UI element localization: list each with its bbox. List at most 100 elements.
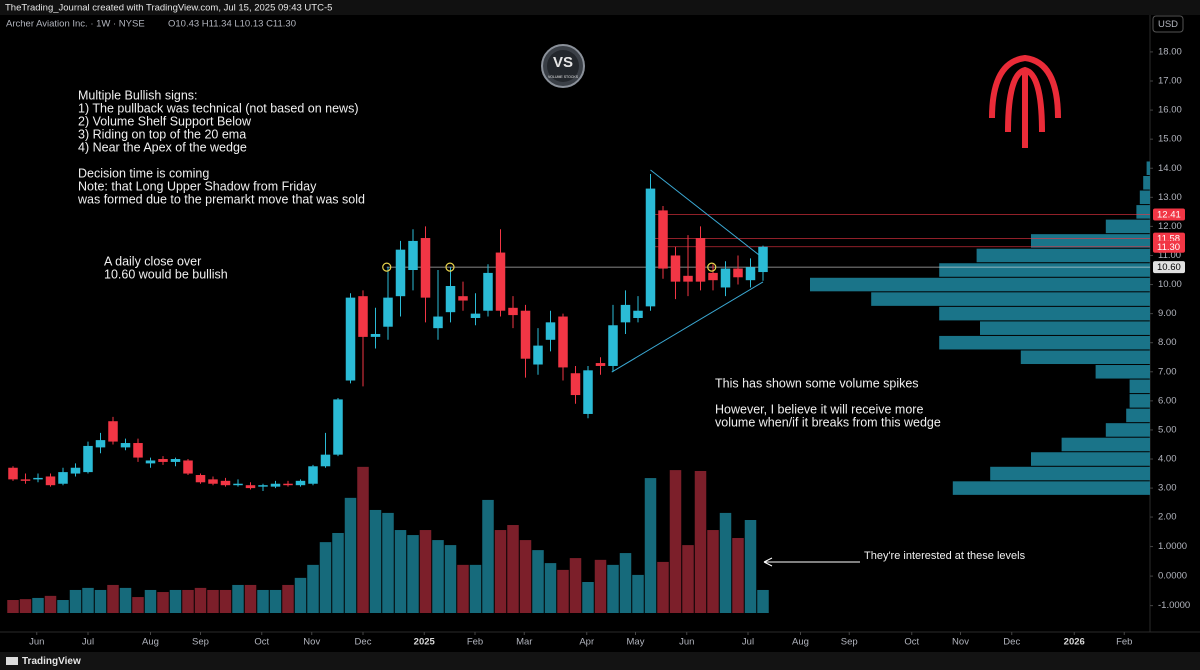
annotation: was formed due to the premarkt move that… xyxy=(77,192,365,206)
currency-box[interactable] xyxy=(1152,15,1184,33)
volume-bar xyxy=(419,530,432,613)
volume-bar xyxy=(332,532,344,613)
x-tick-label: Aug xyxy=(792,637,809,648)
y-tick-label: 10.00 xyxy=(1158,279,1182,290)
volume-profile-bar xyxy=(1105,219,1150,234)
level-marker xyxy=(445,262,455,272)
volume-profile-bar xyxy=(1129,394,1150,408)
volume-bar xyxy=(744,520,757,613)
x-tick-label: Jul xyxy=(742,637,754,648)
x-tick-label: Aug xyxy=(142,637,159,648)
volume-bar xyxy=(319,542,332,613)
volume-bar xyxy=(219,589,232,613)
volume-bar xyxy=(557,569,569,613)
candle-body xyxy=(708,272,718,281)
annotation: They're interested at these levels xyxy=(864,550,1026,562)
y-tick-label: 9.00 xyxy=(1158,308,1177,319)
y-tick-label: 11.00 xyxy=(1158,250,1181,261)
candle-body xyxy=(745,267,756,281)
logo-subtext: VOLUME STOCKS xyxy=(548,75,579,79)
volume-bar xyxy=(632,574,644,613)
y-tick-label: 3.00 xyxy=(1158,483,1177,494)
logo-text: VS xyxy=(553,54,573,71)
volume-profile-bar xyxy=(1031,452,1150,466)
candle-body xyxy=(520,310,531,359)
symbol-title: Archer Aviation Inc. · 1W · NYSE xyxy=(6,19,145,30)
wedge-line xyxy=(650,169,764,259)
volume-bar xyxy=(132,597,144,613)
annotations: Multiple Bullish signs: 1) The pullback … xyxy=(77,88,1026,567)
candle-body xyxy=(395,249,406,297)
candle-body xyxy=(158,459,168,462)
candle-body xyxy=(233,483,243,486)
volume-profile-bar xyxy=(1061,437,1150,452)
y-tick-label: 18.00 xyxy=(1158,46,1182,57)
candle-body xyxy=(658,210,668,269)
candle-body xyxy=(670,255,681,282)
y-tick-label: 8.00 xyxy=(1158,337,1177,348)
candle-body xyxy=(633,310,643,318)
candle-body xyxy=(695,238,706,282)
x-tick-label: May xyxy=(627,637,645,648)
volume-profile-bar xyxy=(1139,190,1150,205)
candle-body xyxy=(545,322,556,340)
annotation: 2) Volume Shelf Support Below xyxy=(78,114,252,128)
candle-body xyxy=(445,286,456,313)
annotation: A daily close over xyxy=(104,254,201,268)
candle-body xyxy=(508,307,518,316)
volume-bar xyxy=(669,470,682,613)
footer-logo xyxy=(6,657,18,665)
volume-bar xyxy=(657,561,669,613)
candle-body xyxy=(420,238,431,298)
candle-body xyxy=(733,268,743,278)
candle-body xyxy=(258,485,268,487)
volume-bar xyxy=(269,589,282,613)
currency[interactable]: USD xyxy=(1158,19,1178,30)
volume-bar xyxy=(307,564,319,613)
volume-bar xyxy=(119,587,132,613)
volume-bar xyxy=(569,558,582,613)
candle-body xyxy=(433,316,443,329)
x-tick-label: 2026 xyxy=(1064,637,1085,648)
x-tick-label: Nov xyxy=(952,637,969,648)
y-tick-label: 6.00 xyxy=(1158,395,1177,406)
volume-bar xyxy=(694,470,707,613)
y2-tick-label: -1.0000 xyxy=(1158,600,1190,611)
x-tick-label: Sep xyxy=(192,637,209,648)
volume-profile-bar xyxy=(1126,408,1150,423)
volume-bar xyxy=(344,497,357,613)
candle-body xyxy=(383,297,393,327)
volume-profile-bar xyxy=(980,321,1150,335)
annotation: 4) Near the Apex of the wedge xyxy=(78,140,247,154)
candle-body xyxy=(270,483,281,487)
candle-body xyxy=(195,475,206,483)
volume-profile-bar xyxy=(1105,423,1150,437)
candle-body xyxy=(20,479,31,481)
y-tick-label: 12.00 xyxy=(1158,221,1182,232)
volume-bar xyxy=(469,564,482,613)
candle-body xyxy=(458,296,468,301)
volume-bar xyxy=(182,589,194,613)
x-tick-label: Jun xyxy=(29,637,44,648)
vs-logo: VS VOLUME STOCKS xyxy=(541,44,585,88)
volume-bar xyxy=(444,545,457,613)
candle-body xyxy=(133,443,143,458)
y-tick-label: 5.00 xyxy=(1158,424,1177,435)
volume-bar xyxy=(57,600,69,613)
candle-body xyxy=(70,467,81,474)
volume-bar xyxy=(719,512,732,613)
volume-profile-bar xyxy=(1143,176,1150,190)
volume-bar xyxy=(32,597,44,613)
candle-body xyxy=(83,445,93,473)
y2-tick-label: 2.00 xyxy=(1158,512,1177,523)
arrow-head xyxy=(763,557,773,567)
x-tick-label: Jun xyxy=(679,637,694,648)
volume-bar xyxy=(207,589,219,613)
price-label-box xyxy=(1153,261,1185,274)
volume-bar xyxy=(357,466,369,613)
logo-core xyxy=(547,50,579,82)
volume-bar xyxy=(44,595,57,613)
volume-profile-bar xyxy=(1095,365,1150,379)
